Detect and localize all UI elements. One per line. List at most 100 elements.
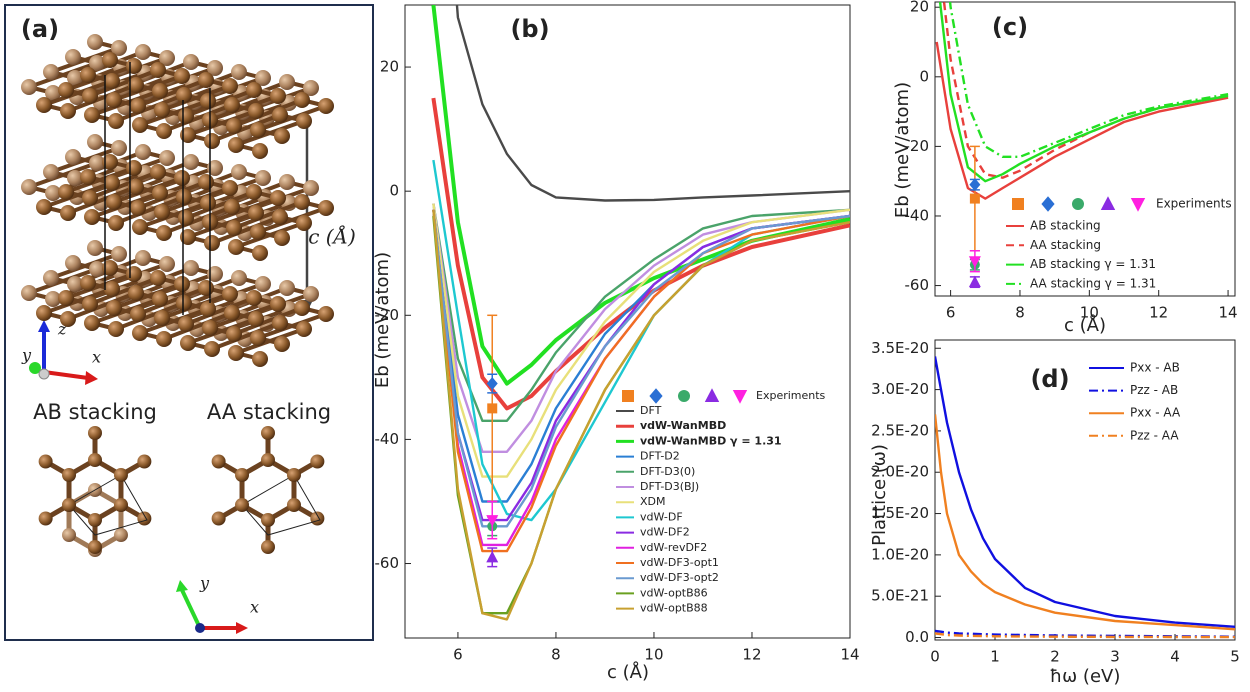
atom [150, 270, 166, 286]
atom [228, 345, 244, 361]
marker [486, 551, 498, 563]
atom [152, 83, 168, 99]
aa-top-view [212, 426, 325, 554]
atom [104, 175, 120, 191]
x-tick-label: 14 [1219, 304, 1238, 322]
atom [248, 311, 264, 327]
axis-label: x [250, 598, 259, 617]
series-line [937, 42, 1228, 199]
legend-marker [733, 390, 747, 404]
x-tick-label: 8 [551, 646, 561, 664]
atom [114, 498, 128, 512]
atom [318, 200, 334, 216]
atom [36, 97, 52, 113]
atom [156, 123, 172, 139]
atom [84, 107, 100, 123]
x-tick-label: 3 [1110, 648, 1120, 666]
atom [222, 286, 238, 302]
y-tick-label: 1.0E-20 [871, 545, 929, 563]
atom [62, 498, 76, 512]
legend-label: AB stacking [1030, 219, 1101, 233]
marker [970, 194, 980, 204]
atom [43, 164, 59, 180]
x-axis-title: c (Å) [1064, 314, 1106, 336]
arrow-head [176, 580, 188, 592]
atom [132, 117, 148, 133]
atom [126, 160, 142, 176]
axis-origin [195, 623, 205, 633]
y-tick-label: 0.0 [905, 628, 929, 646]
x-tick-label: 12 [742, 646, 761, 664]
atom [106, 194, 122, 210]
atom [135, 44, 151, 60]
legend-label: vdW-DF [640, 510, 683, 523]
atom [65, 255, 81, 271]
atom [255, 170, 271, 186]
atom [80, 275, 96, 291]
atom [176, 189, 192, 205]
atom [274, 128, 290, 144]
atom [222, 180, 238, 196]
arrow-head [85, 371, 98, 385]
atom [204, 341, 220, 357]
atom [198, 72, 214, 88]
atom [279, 280, 295, 296]
atom [132, 325, 148, 341]
atom [150, 164, 166, 180]
figure: (a) c (Å) z y x AB stacking AA stacking … [0, 0, 1250, 688]
legend-label: Pzz - AA [1130, 428, 1179, 442]
legend-label: vdW-WanMBD γ = 1.31 [640, 434, 782, 447]
atom [60, 103, 76, 119]
atom [114, 528, 128, 542]
stacking-label: AB stacking [33, 400, 157, 424]
plot-frame [935, 2, 1235, 296]
legend-label: AA stacking [1030, 238, 1101, 252]
atom [111, 140, 127, 156]
atom [235, 498, 249, 512]
atom [303, 180, 319, 196]
y-tick-label: 2.5E-20 [871, 421, 929, 439]
x-axis-title: ħω (eV) [1050, 666, 1121, 687]
atom [21, 179, 37, 195]
legend-label: Pxx - AA [1130, 406, 1181, 420]
atom [176, 87, 192, 103]
atom [108, 321, 124, 337]
atom [226, 118, 242, 134]
x-tick-label: 0 [930, 648, 940, 666]
atom [126, 266, 142, 282]
series-line [433, 0, 850, 201]
legend-label: vdW-WanMBD [640, 419, 726, 432]
series-line [937, 0, 1228, 178]
atom [80, 169, 96, 185]
atom [65, 49, 81, 65]
atom [108, 113, 124, 129]
atom [224, 305, 240, 321]
atom [246, 82, 262, 98]
atom [150, 62, 166, 78]
legend-label: vdW-DF2 [640, 526, 690, 539]
atom [261, 540, 275, 554]
atom [296, 113, 312, 129]
series-line [937, 0, 1228, 181]
legend-marker [1041, 196, 1054, 212]
atom [270, 190, 286, 206]
atom [212, 512, 226, 526]
y-tick-label: 5.0E-21 [871, 587, 929, 605]
series-line [433, 98, 850, 408]
atom [43, 64, 59, 80]
atom [104, 73, 120, 89]
atom [152, 291, 168, 307]
x-tick-label: 12 [1149, 304, 1168, 322]
legend-marker [1072, 198, 1084, 210]
atom [58, 184, 74, 200]
x-tick-label: 6 [946, 304, 956, 322]
atom [287, 498, 301, 512]
atom [87, 34, 103, 50]
atom [204, 133, 220, 149]
y-tick-label: 0 [919, 67, 929, 85]
panel-label: (d) [1030, 365, 1069, 393]
axis-y [182, 590, 200, 628]
y-tick-label: -60 [375, 554, 400, 572]
unit-cell [69, 475, 147, 535]
